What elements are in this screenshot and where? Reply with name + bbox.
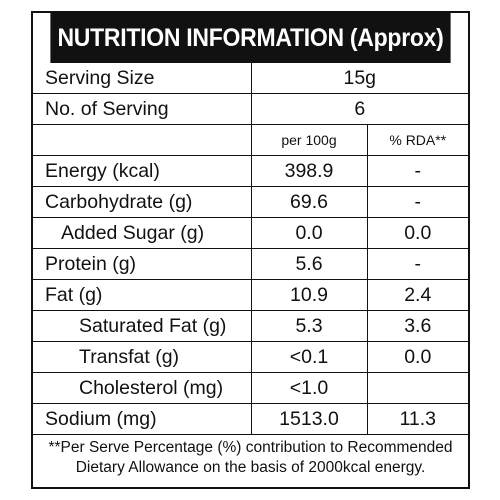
rda-value: 0.0: [366, 341, 469, 373]
table-row: Protein (g) 5.6 -: [33, 248, 469, 280]
nutrient-label: Fat (g): [33, 279, 252, 311]
per100g-value: 1513.0: [250, 403, 368, 435]
rda-value: [366, 372, 469, 404]
rda-value: -: [366, 186, 469, 218]
rda-value: 0.0: [366, 217, 469, 249]
rda-value: -: [366, 248, 469, 280]
rda-value: 11.3: [366, 403, 469, 435]
per100g-value: <1.0: [250, 372, 368, 404]
column-header-row: per 100g % RDA**: [33, 124, 469, 156]
table-row-serving-size: Serving Size 15g: [33, 63, 469, 94]
header-blank: [33, 124, 252, 156]
no-of-serving-value: 6: [250, 93, 469, 125]
table-row: Saturated Fat (g) 5.3 3.6: [33, 310, 469, 342]
serving-size-label: Serving Size: [33, 63, 252, 94]
header-rda: % RDA**: [366, 124, 469, 156]
per100g-value: <0.1: [250, 341, 368, 373]
panel-title: NUTRITION INFORMATION (Approx): [50, 13, 451, 63]
rda-value: 2.4: [366, 279, 469, 311]
nutrition-table: Serving Size 15g No. of Serving 6 per 10…: [33, 63, 469, 435]
footnote-line-1: **Per Serve Percentage (%) contribution …: [48, 439, 453, 456]
per100g-value: 5.6: [250, 248, 368, 280]
table-row: Transfat (g) <0.1 0.0: [33, 341, 469, 373]
footnote: **Per Serve Percentage (%) contribution …: [33, 435, 468, 478]
table-row: Carbohydrate (g) 69.6 -: [33, 186, 469, 218]
table-row: Cholesterol (mg) <1.0: [33, 372, 469, 404]
per100g-value: 5.3: [250, 310, 368, 342]
nutrient-label: Added Sugar (g): [33, 217, 252, 249]
nutrient-label: Saturated Fat (g): [33, 310, 252, 342]
rda-value: 3.6: [366, 310, 469, 342]
table-row: Added Sugar (g) 0.0 0.0: [33, 217, 469, 249]
footnote-line-2: Dietary Allowance on the basis of 2000kc…: [75, 459, 426, 476]
per100g-value: 10.9: [250, 279, 368, 311]
serving-size-value: 15g: [250, 63, 469, 94]
table-row: Energy (kcal) 398.9 -: [33, 155, 469, 187]
nutrient-label: Sodium (mg): [33, 403, 252, 435]
header-per100g: per 100g: [250, 124, 368, 156]
nutrient-label: Carbohydrate (g): [33, 186, 252, 218]
nutrient-label: Transfat (g): [33, 341, 252, 373]
no-of-serving-label: No. of Serving: [33, 93, 252, 125]
nutrient-label: Energy (kcal): [33, 155, 252, 187]
nutrient-label: Cholesterol (mg): [33, 372, 252, 404]
table-row-no-of-serving: No. of Serving 6: [33, 93, 469, 125]
per100g-value: 69.6: [250, 186, 368, 218]
nutrient-label: Protein (g): [33, 248, 252, 280]
rda-value: -: [366, 155, 469, 187]
per100g-value: 0.0: [250, 217, 368, 249]
nutrition-panel: NUTRITION INFORMATION (Approx) Serving S…: [31, 11, 470, 489]
per100g-value: 398.9: [250, 155, 368, 187]
table-row: Sodium (mg) 1513.0 11.3: [33, 403, 469, 435]
table-row: Fat (g) 10.9 2.4: [33, 279, 469, 311]
